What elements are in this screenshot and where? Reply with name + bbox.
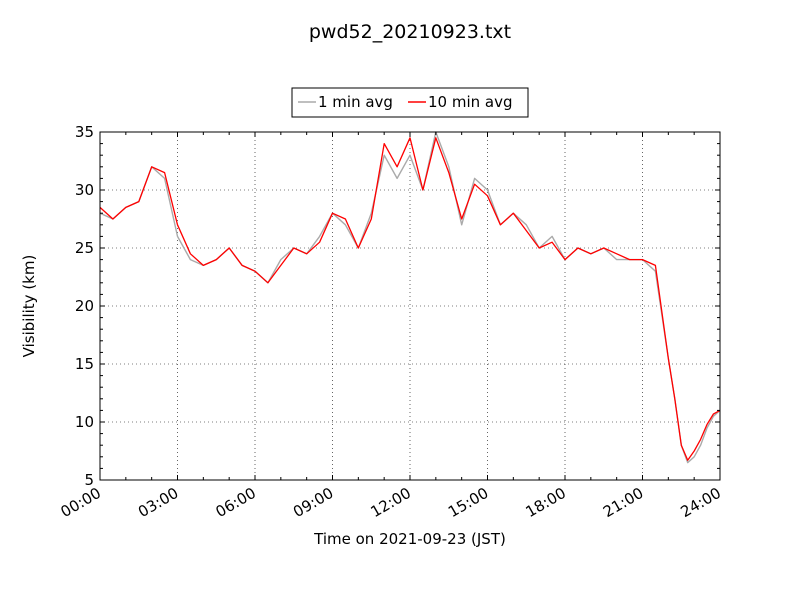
y-tick-label: 15	[75, 355, 94, 373]
y-tick-label: 35	[75, 123, 94, 141]
legend-label-10-min-avg: 10 min avg	[428, 93, 513, 111]
series-line-10-min-avg	[99, 137, 721, 461]
y-tick-label: 10	[75, 413, 94, 431]
legend-label-1-min-avg: 1 min avg	[318, 93, 393, 111]
x-axis-label: Time on 2021-09-23 (JST)	[313, 530, 506, 548]
y-tick-label: 20	[75, 297, 94, 315]
y-tick-label: 30	[75, 181, 94, 199]
grid	[100, 132, 720, 480]
y-tick-label: 5	[84, 471, 94, 489]
y-tick-label: 25	[75, 239, 94, 257]
legend: 1 min avg 10 min avg	[291, 87, 529, 118]
chart-title: pwd52_20210923.txt	[309, 21, 511, 43]
y-axis-label: Visibility (km)	[20, 255, 38, 358]
